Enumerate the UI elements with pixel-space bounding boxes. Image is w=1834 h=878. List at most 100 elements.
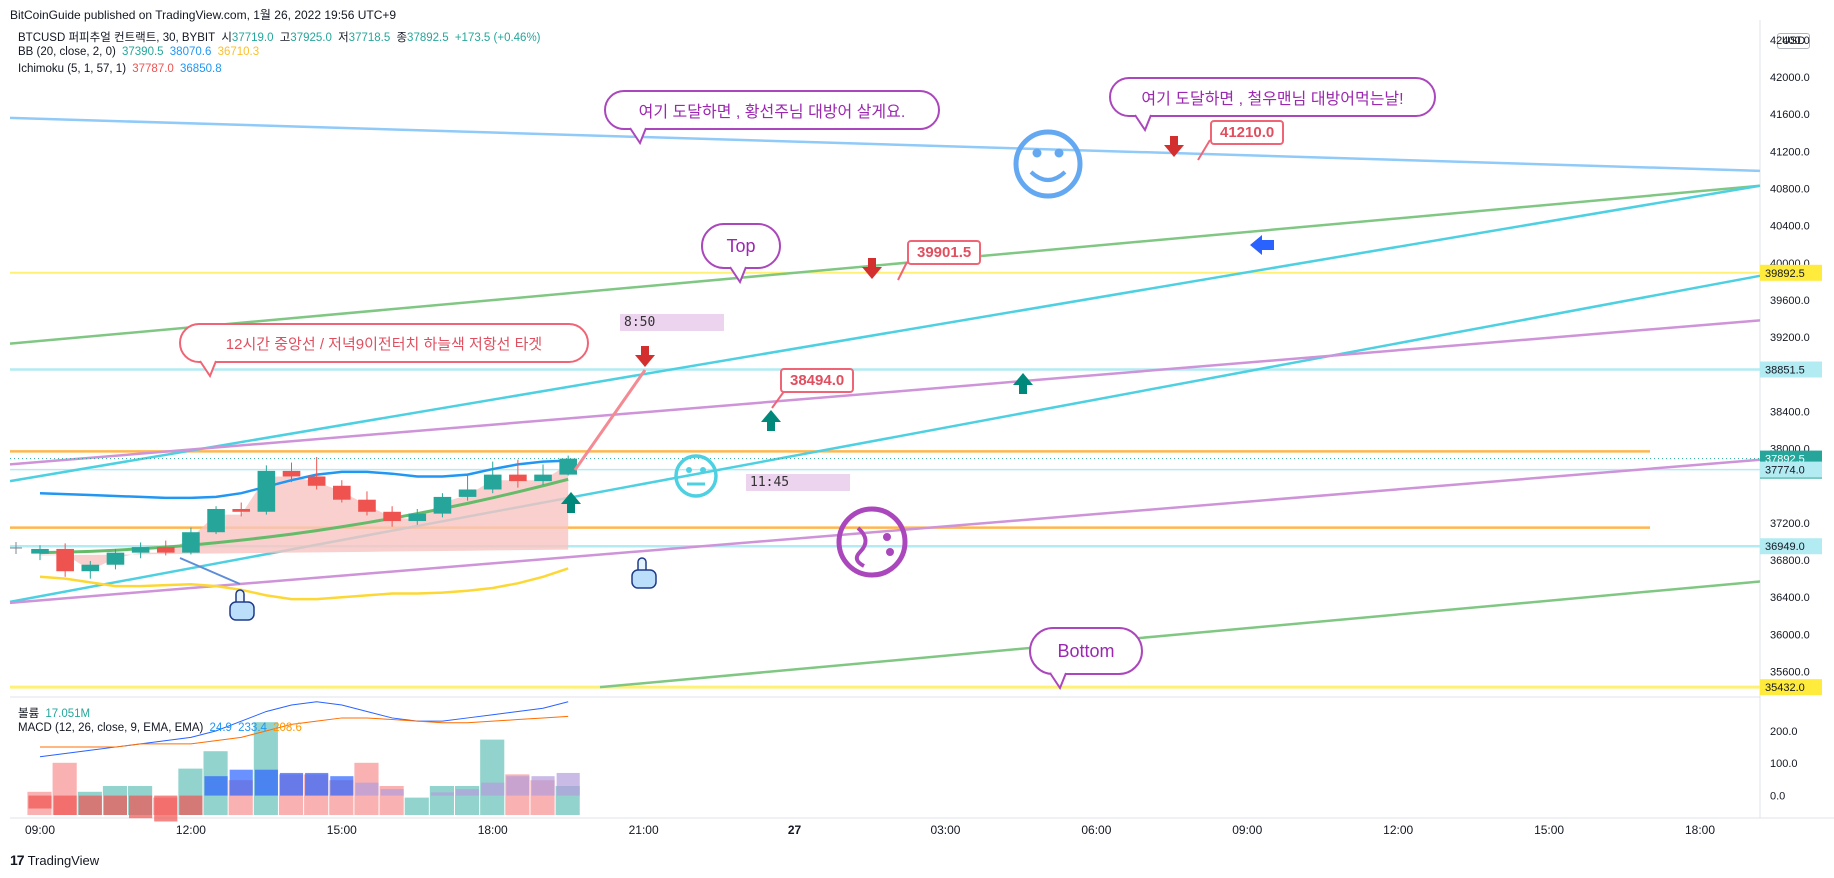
candle: [458, 474, 477, 501]
macd-signal-line: [40, 715, 569, 748]
time-tick-label: 12:00: [176, 823, 206, 837]
top-bubble[interactable]: Top: [702, 224, 780, 268]
macd-histogram-bar: [506, 776, 530, 796]
dizzy-face-mouth: [854, 526, 868, 568]
macd-label: MACD (12, 26, close, 9, EMA, EMA): [18, 722, 204, 734]
price-tick-label: 37200.0: [1770, 518, 1810, 530]
speech-bubble-top-text: 여기 도달하면 , 황선주님 대방어 살게요.: [638, 104, 906, 121]
time-tick-label: 03:00: [930, 823, 960, 837]
candle-body: [106, 552, 125, 565]
candle-body: [232, 508, 251, 512]
blue-trend-line: [9, 116, 1761, 173]
tag-leader-3: [771, 389, 786, 409]
ohlc-low-value: 37718.5: [348, 32, 391, 44]
bottom-bubble-text: Bottom: [1057, 640, 1115, 661]
top-bubble-text: Top: [726, 235, 756, 256]
candle: [207, 506, 225, 535]
macd-value-2: 233.4: [238, 722, 267, 734]
green-trend-line-lower: [599, 580, 1761, 689]
speech-bubble-top[interactable]: 여기 도달하면 , 황선주님 대방어 살게요.: [605, 91, 939, 129]
macd-histogram-bar: [456, 789, 480, 796]
macd-histogram-bar: [355, 782, 379, 796]
candle-body: [458, 489, 477, 497]
price-tag-38494[interactable]: 38494.0: [780, 368, 855, 393]
price-axis-label: 38851.5: [1765, 365, 1805, 377]
speech-bubble-top-shape-body: [604, 90, 940, 130]
candle: [282, 462, 301, 483]
candle: [182, 527, 200, 555]
volume-bar: [480, 739, 505, 815]
pointing-hand-icon: [229, 589, 255, 621]
happy-face-eye-2: [1054, 148, 1064, 158]
price-tag-41210[interactable]: 41210.0: [1210, 120, 1285, 145]
happy-face-eye: [1032, 148, 1042, 158]
speech-bubble-right-text: 여기 도달하면 , 철우맨님 대방어먹는날!: [1141, 91, 1404, 108]
macd-tick-label: 100.0: [1770, 758, 1798, 770]
candle-body: [333, 485, 351, 500]
macd-histogram-bar: [430, 792, 454, 796]
candle-body: [433, 496, 452, 514]
neutral-face-eye: [686, 467, 692, 473]
bottom-bubble-shape-body: [1029, 627, 1143, 675]
violet-trend-line-upper: [9, 319, 1761, 466]
blue-left-arrow-shape: [1250, 235, 1274, 255]
candle-body: [131, 547, 150, 553]
macd-histogram-bar: [531, 776, 555, 796]
buy-arrow-icon-2: [1013, 373, 1033, 394]
ohlc-change: +173.5 (+0.46%): [454, 32, 541, 44]
volume-label: 볼륨: [18, 708, 40, 720]
price-axis-label-box: [1760, 679, 1822, 696]
ohlc-high-label: 고: [279, 32, 291, 44]
candles-layer: [31, 455, 577, 579]
macd-histogram-bar: [330, 776, 354, 796]
time-tick-label: 12:00: [1383, 823, 1413, 837]
time-tick-label: 18:00: [478, 823, 508, 837]
happy-face-outline: [1013, 129, 1083, 199]
projection-line: [573, 369, 647, 471]
sell-arrow-icon-3-head: [635, 355, 655, 367]
pointing-hand-icon-palm: [229, 601, 255, 621]
volume-bar: [253, 722, 278, 815]
candle-body: [509, 474, 527, 482]
target-bubble[interactable]: 12시간 중앙선 / 저녁9이전터치 하늘색 저항선 타겟: [180, 324, 588, 362]
dizzy-face-icon: [836, 506, 908, 578]
currency-badge[interactable]: USD: [1777, 33, 1811, 49]
tag-leader-2: [897, 261, 908, 281]
candle: [106, 548, 125, 570]
macd-histogram-bar: [103, 795, 128, 815]
candle-body: [559, 458, 577, 475]
sell-arrow-icon-3: [635, 346, 655, 367]
bottom-bubble-shape-tail: [1049, 672, 1067, 691]
price-tick-label: 36400.0: [1770, 592, 1810, 604]
macd-histogram-bar: [53, 795, 77, 815]
macd-histogram-bar: [229, 769, 253, 796]
ichimoku-legend: Ichimoku (5, 1, 57, 1) 37787.0 36850.8: [18, 63, 225, 75]
candle-body: [483, 474, 502, 490]
ohlc-open-value: 37719.0: [231, 32, 274, 44]
candle-body: [207, 508, 225, 533]
bollinger-layer: [39, 459, 569, 601]
pointing-hand-icon-2-palm: [631, 569, 657, 589]
dizzy-face-eye: [883, 533, 891, 541]
sell-arrow-icon-stem: [1170, 136, 1178, 146]
volume-legend: 볼륨 17.051M: [18, 705, 93, 721]
ichimoku-label: Ichimoku (5, 1, 57, 1): [18, 63, 127, 75]
time-box-850[interactable]: 8:50: [620, 314, 724, 331]
trend-lines-layer: [9, 116, 1761, 689]
price-tick-label: 36000.0: [1770, 629, 1810, 641]
sell-arrow-icon-3-stem: [641, 346, 649, 356]
footer-brand[interactable]: 17 TradingView: [10, 852, 99, 868]
speech-bubble-right[interactable]: 여기 도달하면 , 철우맨님 대방어먹는날!: [1110, 78, 1435, 116]
price-tag-39901[interactable]: 39901.5: [907, 240, 982, 265]
time-tick-label: 06:00: [1081, 823, 1111, 837]
time-box-1145[interactable]: 11:45: [746, 474, 850, 491]
ichimoku-base-line: [39, 477, 569, 555]
cyan-channel-line-upper: [9, 184, 1761, 483]
candle-body: [81, 564, 100, 572]
price-tick-label: 42000.0: [1770, 72, 1810, 84]
buy-arrow-icon-2-head: [1013, 373, 1033, 385]
candle: [408, 508, 427, 525]
blue-left-arrow-icon: [1250, 235, 1274, 255]
bottom-bubble[interactable]: Bottom: [1030, 628, 1142, 674]
